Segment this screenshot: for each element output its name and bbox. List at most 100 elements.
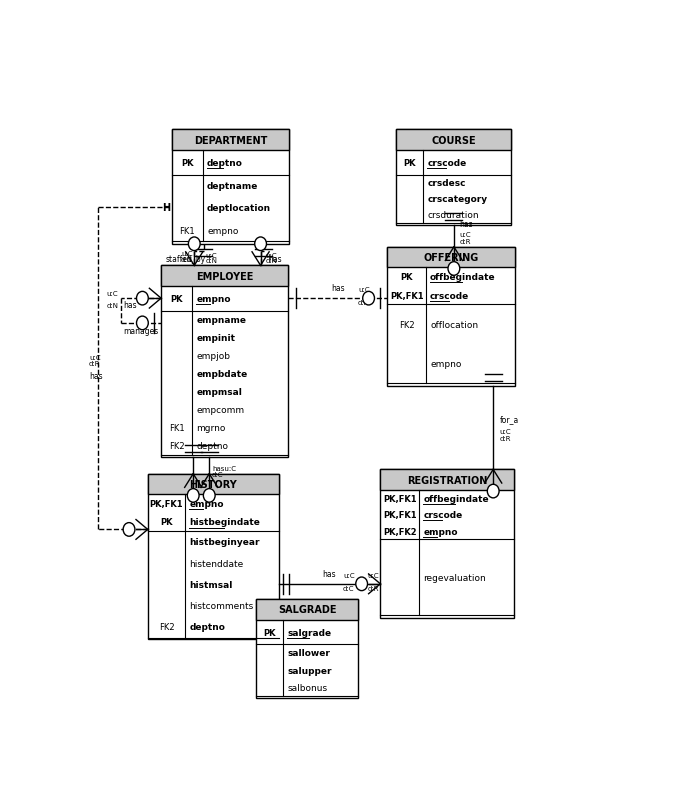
Text: u:C: u:C — [89, 354, 101, 360]
Bar — [396, 130, 511, 151]
Text: d:R: d:R — [368, 585, 380, 591]
Text: PK,FK1: PK,FK1 — [383, 494, 417, 503]
Text: deptname: deptname — [207, 182, 259, 191]
Text: HISTORY: HISTORY — [189, 480, 237, 489]
Text: empno: empno — [197, 294, 231, 303]
Text: d:R: d:R — [460, 239, 471, 245]
Text: PK: PK — [181, 159, 194, 168]
Text: u:C: u:C — [358, 286, 370, 293]
Text: OFFERING: OFFERING — [424, 253, 479, 263]
Text: u:C: u:C — [368, 572, 380, 578]
Text: crsdesc: crsdesc — [427, 179, 466, 188]
Text: d:R: d:R — [500, 435, 511, 441]
Text: crscode: crscode — [427, 159, 466, 168]
Text: FK2: FK2 — [399, 320, 415, 330]
Text: crscategory: crscategory — [427, 195, 488, 204]
Text: FK1: FK1 — [179, 226, 195, 235]
Text: deptno: deptno — [197, 442, 228, 451]
Circle shape — [188, 237, 200, 251]
Text: mgrno: mgrno — [197, 423, 226, 432]
Text: histcomments: histcomments — [190, 602, 254, 610]
Text: FK2: FK2 — [159, 622, 175, 632]
Text: u:C: u:C — [181, 251, 193, 257]
Text: d:N: d:N — [181, 257, 193, 262]
Text: has: has — [268, 255, 282, 264]
Text: SALGRADE: SALGRADE — [278, 605, 336, 614]
Text: d:C: d:C — [212, 472, 224, 478]
Circle shape — [363, 292, 375, 306]
Bar — [387, 248, 515, 387]
Text: offlocation: offlocation — [430, 320, 478, 330]
Circle shape — [187, 489, 199, 503]
Text: for_a: for_a — [500, 415, 519, 423]
Circle shape — [255, 237, 266, 251]
Text: histmsal: histmsal — [190, 580, 233, 589]
Text: u:C: u:C — [343, 572, 355, 578]
Text: has: has — [89, 371, 103, 380]
Text: PK,FK1: PK,FK1 — [390, 291, 424, 300]
Text: salupper: salupper — [287, 666, 332, 674]
Text: histbegindate: histbegindate — [190, 518, 260, 527]
Bar — [396, 130, 511, 226]
Text: crscode: crscode — [423, 510, 462, 520]
Text: d:N: d:N — [266, 258, 277, 264]
Bar — [172, 130, 290, 245]
Text: staffed_by: staffed_by — [166, 255, 206, 264]
Text: PK: PK — [160, 518, 172, 527]
Text: manages: manages — [124, 326, 159, 335]
Circle shape — [137, 317, 148, 330]
Bar — [256, 600, 358, 699]
Circle shape — [123, 523, 135, 537]
Circle shape — [204, 489, 215, 503]
Text: u:C: u:C — [206, 253, 217, 258]
Text: FK2: FK2 — [169, 442, 184, 451]
Text: u:C: u:C — [266, 253, 277, 258]
Text: hasu:C: hasu:C — [212, 466, 236, 472]
Text: has: has — [331, 284, 345, 293]
Text: d:R: d:R — [358, 299, 369, 306]
Circle shape — [448, 262, 460, 276]
Text: d:R: d:R — [89, 361, 101, 367]
Text: salgrade: salgrade — [287, 628, 331, 637]
Text: regevaluation: regevaluation — [423, 573, 486, 581]
Text: PK,FK1: PK,FK1 — [383, 510, 417, 520]
Bar — [380, 470, 514, 618]
Text: PK: PK — [404, 159, 416, 168]
Text: PK: PK — [400, 273, 413, 282]
Text: u:C: u:C — [500, 428, 511, 434]
Text: H: H — [162, 202, 170, 213]
Bar — [380, 470, 514, 490]
Text: d:N: d:N — [106, 302, 119, 309]
Text: empname: empname — [197, 316, 246, 325]
Text: empbdate: empbdate — [197, 370, 248, 379]
Text: deptlocation: deptlocation — [207, 205, 271, 213]
Text: EMPLOYEE: EMPLOYEE — [196, 271, 253, 282]
Text: u:C: u:C — [460, 232, 471, 238]
Text: histenddate: histenddate — [190, 559, 244, 568]
Text: d:C: d:C — [343, 585, 355, 591]
Bar — [387, 248, 515, 268]
Text: REGISTRATION: REGISTRATION — [407, 475, 487, 485]
Text: empno: empno — [207, 226, 239, 235]
Text: COURSE: COURSE — [431, 136, 476, 145]
Bar — [172, 130, 290, 151]
Text: deptno: deptno — [207, 159, 243, 168]
Bar — [161, 266, 288, 286]
Text: offbegindate: offbegindate — [430, 273, 495, 282]
Text: empcomm: empcomm — [197, 406, 244, 415]
Bar — [148, 474, 279, 640]
Text: empno: empno — [190, 500, 224, 508]
Text: u:C: u:C — [107, 291, 119, 297]
Text: d:N: d:N — [206, 258, 217, 264]
Circle shape — [487, 484, 499, 498]
Text: has: has — [323, 569, 336, 578]
Text: empno: empno — [423, 527, 457, 536]
Text: sallower: sallower — [287, 649, 331, 658]
Bar — [256, 600, 358, 620]
Text: PK,FK1: PK,FK1 — [150, 500, 184, 508]
Text: deptno: deptno — [190, 622, 226, 632]
Bar — [161, 266, 288, 457]
Text: PK: PK — [264, 628, 276, 637]
Text: PK,FK2: PK,FK2 — [383, 527, 417, 536]
Text: offbegindate: offbegindate — [423, 494, 489, 503]
